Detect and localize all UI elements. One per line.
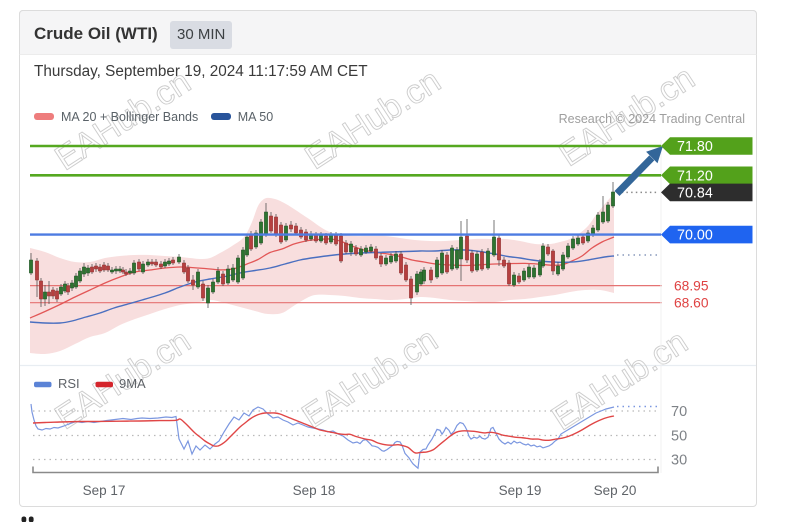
svg-text:30: 30: [671, 453, 687, 469]
svg-text:70.00: 70.00: [677, 228, 713, 244]
svg-text:Sep 20: Sep 20: [594, 483, 637, 498]
svg-text:68.95: 68.95: [674, 279, 709, 294]
svg-text:9MA: 9MA: [119, 376, 146, 391]
svg-text:Sep 18: Sep 18: [293, 483, 336, 498]
svg-text:68.60: 68.60: [674, 296, 709, 311]
svg-text:71.20: 71.20: [677, 168, 713, 184]
svg-text:EAHub.cn: EAHub.cn: [295, 321, 444, 436]
svg-text:71.80: 71.80: [677, 139, 713, 155]
svg-text:Sep 17: Sep 17: [83, 483, 126, 498]
svg-text:50: 50: [671, 429, 687, 445]
svg-text:70.84: 70.84: [677, 185, 713, 201]
svg-text:Sep 19: Sep 19: [499, 483, 542, 498]
svg-text:EAHub.cn: EAHub.cn: [545, 323, 694, 438]
svg-text:70: 70: [671, 404, 687, 420]
svg-text:RSI: RSI: [58, 376, 80, 391]
svg-text:Research © 2024 Trading Centra: Research © 2024 Trading Central: [559, 112, 745, 126]
